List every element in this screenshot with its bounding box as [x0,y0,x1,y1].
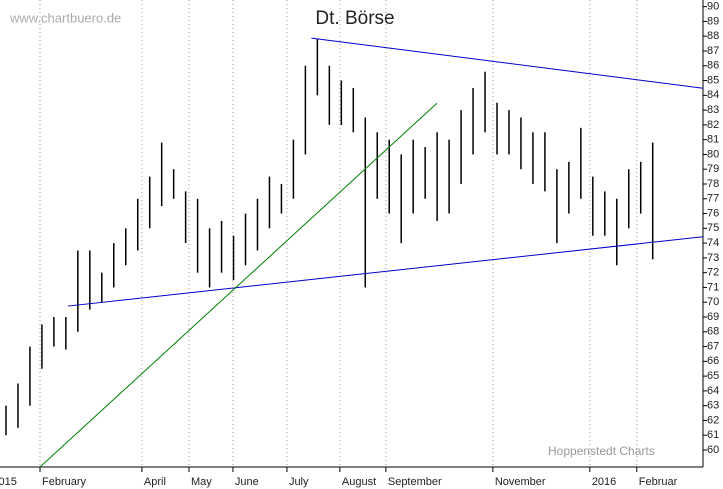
y-tick-label: 67 [707,340,719,352]
y-tick-label: 62 [707,414,719,426]
y-tick-label: 79 [707,163,719,175]
x-tick-label: Februar [639,476,678,488]
x-tick-label: August [342,476,376,488]
x-tick-label: April [144,476,166,488]
y-tick-label: 87 [707,45,719,57]
y-tick-label: 66 [707,355,719,367]
x-tick-label: September [388,476,442,488]
y-tick-label: 83 [707,104,719,116]
y-tick-label: 77 [707,193,719,205]
y-tick-label: 88 [707,30,719,42]
trendline [311,37,704,89]
y-tick-label: 68 [707,326,719,338]
y-tick-label: 75 [707,222,719,234]
y-tick-label: 65 [707,370,719,382]
y-tick-label: 78 [707,178,719,190]
y-tick-label: 60 [707,444,719,456]
y-tick-label: 74 [707,237,719,249]
y-tick-label: 81 [707,134,719,146]
y-tick-label: 71 [707,281,719,293]
x-tick-label: July [289,476,309,488]
source: Hoppenstedt Charts [548,444,655,458]
y-tick-label: 73 [707,252,719,264]
x-tick-label: 2015 [0,476,17,488]
y-tick-label: 76 [707,207,719,219]
y-tick-label: 85 [707,74,719,86]
x-tick-label: February [42,476,87,488]
y-tick-label: 90 [707,1,719,13]
x-tick-label: June [235,476,259,488]
y-tick-label: 72 [707,267,719,279]
trendline [39,102,438,468]
y-tick-label: 84 [707,89,719,101]
x-tick-label: November [495,476,546,488]
y-tick-label: 64 [707,385,719,397]
y-tick-label: 70 [707,296,719,308]
y-tick-label: 61 [707,429,719,441]
y-tick-label: 63 [707,400,719,412]
chart-title: Dt. Börse [315,8,394,29]
y-tick-label: 82 [707,119,719,131]
trendline [67,236,704,307]
y-tick-label: 80 [707,148,719,160]
x-tick-label: May [191,476,212,488]
y-tick-label: 89 [707,15,719,27]
y-tick-label: 86 [707,60,719,72]
x-tick-label: 2016 [592,476,616,488]
y-tick-label: 69 [707,311,719,323]
watermark: www.chartbuero.de [9,10,121,25]
